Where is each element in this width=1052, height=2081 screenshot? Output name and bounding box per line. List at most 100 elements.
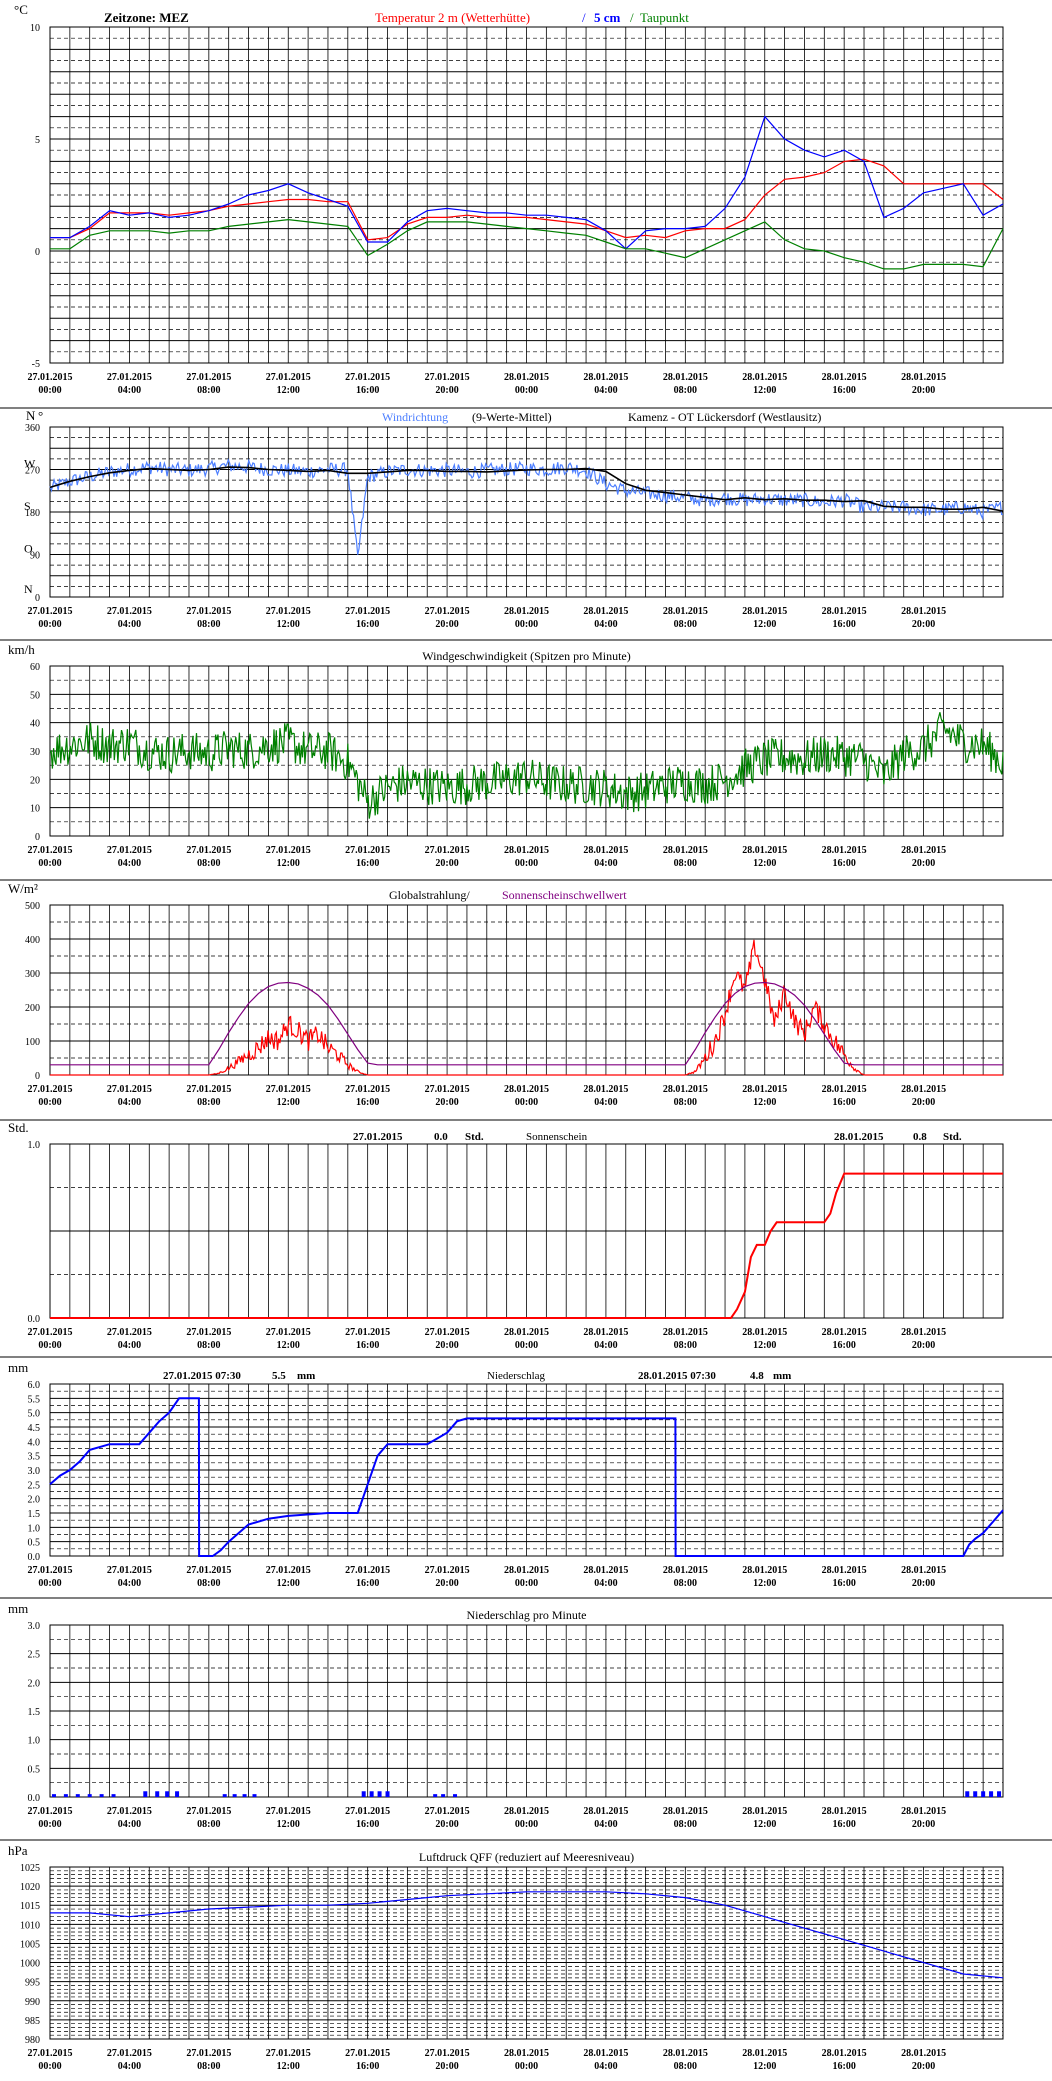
x-tick-time: 00:00 <box>38 1340 61 1351</box>
x-tick-time: 00:00 <box>38 385 61 396</box>
x-tick-date: 27.01.2015 <box>186 606 231 617</box>
summary-text: mm <box>297 1370 315 1382</box>
y-tick-label: 3.5 <box>28 1452 41 1463</box>
x-tick-date: 28.01.2015 <box>822 1806 867 1817</box>
x-tick-time: 08:00 <box>674 1578 697 1589</box>
y-tick-label: 980 <box>25 2035 40 2046</box>
summary-text: mm <box>773 1370 791 1382</box>
y-tick-label: 90 <box>30 551 40 562</box>
x-tick-time: 20:00 <box>912 1819 935 1830</box>
x-tick-time: 04:00 <box>118 1097 141 1108</box>
x-tick-date: 27.01.2015 <box>266 2048 311 2059</box>
x-tick-date: 28.01.2015 <box>663 2048 708 2059</box>
x-tick-time: 12:00 <box>753 385 776 396</box>
precip-bar <box>175 1791 180 1797</box>
x-tick-date: 27.01.2015 <box>345 1327 390 1338</box>
x-tick-time: 04:00 <box>594 1340 617 1351</box>
x-tick-time: 20:00 <box>912 1097 935 1108</box>
x-tick-time: 08:00 <box>674 619 697 630</box>
x-tick-date: 27.01.2015 <box>425 606 470 617</box>
x-tick-time: 12:00 <box>277 1340 300 1351</box>
precip-bar <box>51 1794 56 1797</box>
x-tick-date: 28.01.2015 <box>822 1565 867 1576</box>
y-axis-unit-label: Std. <box>8 1120 29 1135</box>
x-tick-time: 20:00 <box>435 858 458 869</box>
y-tick-label: 3.0 <box>28 1466 41 1477</box>
precip-bar <box>361 1791 366 1797</box>
x-tick-time: 04:00 <box>594 1097 617 1108</box>
x-tick-time: 20:00 <box>435 619 458 630</box>
y-axis-direction-label: O <box>24 542 33 556</box>
x-tick-date: 27.01.2015 <box>107 372 152 383</box>
y-tick-label: 20 <box>30 775 40 786</box>
x-tick-date: 28.01.2015 <box>822 372 867 383</box>
x-tick-time: 00:00 <box>38 1097 61 1108</box>
x-tick-date: 28.01.2015 <box>822 1084 867 1095</box>
y-tick-label: 0 <box>35 593 40 604</box>
x-tick-date: 27.01.2015 <box>266 845 311 856</box>
x-tick-time: 12:00 <box>277 619 300 630</box>
x-tick-time: 04:00 <box>594 858 617 869</box>
x-tick-time: 04:00 <box>118 1578 141 1589</box>
x-tick-time: 20:00 <box>435 2061 458 2072</box>
y-tick-label: 360 <box>25 423 40 434</box>
y-tick-label: 0.5 <box>28 1538 41 1549</box>
x-tick-date: 27.01.2015 <box>266 1806 311 1817</box>
x-tick-date: 27.01.2015 <box>107 606 152 617</box>
x-tick-time: 12:00 <box>753 2061 776 2072</box>
x-tick-time: 04:00 <box>118 1340 141 1351</box>
x-tick-date: 27.01.2015 <box>345 1806 390 1817</box>
x-tick-date: 27.01.2015 <box>28 372 73 383</box>
y-axis-unit-label: km/h <box>8 642 35 657</box>
y-axis-unit-label: N <box>26 408 36 423</box>
x-tick-date: 27.01.2015 <box>266 372 311 383</box>
y-tick-label: 5.5 <box>28 1394 41 1405</box>
x-tick-time: 16:00 <box>356 1097 379 1108</box>
x-tick-date: 27.01.2015 <box>28 1084 73 1095</box>
x-tick-date: 27.01.2015 <box>107 1565 152 1576</box>
x-tick-date: 27.01.2015 <box>425 2048 470 2059</box>
x-tick-date: 28.01.2015 <box>822 845 867 856</box>
x-tick-time: 08:00 <box>674 858 697 869</box>
x-tick-date: 28.01.2015 <box>901 1806 946 1817</box>
x-tick-date: 27.01.2015 <box>425 1084 470 1095</box>
precip-bar <box>981 1791 986 1797</box>
panel-temperature: -5 0 5 10°C 27.01.2015 00:00 27.01.2015 04:00 27… <box>14 2 1004 396</box>
y-tick-label: 1.5 <box>28 1707 41 1718</box>
x-tick-time: 12:00 <box>277 1819 300 1830</box>
x-tick-date: 28.01.2015 <box>583 606 628 617</box>
x-tick-time: 08:00 <box>674 385 697 396</box>
x-tick-time: 04:00 <box>594 385 617 396</box>
x-tick-time: 00:00 <box>515 385 538 396</box>
x-tick-time: 00:00 <box>515 1340 538 1351</box>
y-axis-unit-label: mm <box>8 1601 28 1616</box>
x-tick-date: 28.01.2015 <box>742 1565 787 1576</box>
x-tick-time: 20:00 <box>435 1819 458 1830</box>
x-tick-time: 16:00 <box>356 2061 379 2072</box>
y-tick-label: 3.0 <box>28 1621 41 1632</box>
series-line-5-cm <box>50 115 1004 250</box>
x-tick-date: 27.01.2015 <box>28 1327 73 1338</box>
series-line-taupunkt <box>50 218 1004 270</box>
y-tick-label: 5 <box>35 135 40 146</box>
panel-wind-speed: 0 10 20 30 40 50 60 km/h 27.01.2015 00:00 27.01.20… <box>0 639 1052 869</box>
summary-text: 28.01.2015 <box>834 1131 884 1143</box>
x-tick-time: 04:00 <box>118 385 141 396</box>
y-tick-label: 60 <box>30 662 40 673</box>
x-tick-time: 00:00 <box>38 1819 61 1830</box>
y-tick-label: 270 <box>25 466 40 477</box>
legend-separator: / <box>582 10 586 25</box>
x-tick-date: 28.01.2015 <box>663 372 708 383</box>
x-tick-date: 27.01.2015 <box>345 606 390 617</box>
y-tick-label: 2.5 <box>28 1650 41 1661</box>
precip-bar <box>433 1794 438 1797</box>
x-tick-time: 16:00 <box>832 619 855 630</box>
x-tick-time: 16:00 <box>356 858 379 869</box>
x-tick-date: 28.01.2015 <box>504 372 549 383</box>
x-tick-time: 16:00 <box>832 1340 855 1351</box>
x-tick-date: 28.01.2015 <box>504 1565 549 1576</box>
x-tick-date: 27.01.2015 <box>425 1565 470 1576</box>
x-tick-date: 28.01.2015 <box>742 1327 787 1338</box>
legend-windrichtung: Windrichtung <box>382 410 448 424</box>
panel-pressure: 980 985 990 995 1000 1005 1010 1015 1020 1025 hPa 2… <box>0 1839 1052 2072</box>
